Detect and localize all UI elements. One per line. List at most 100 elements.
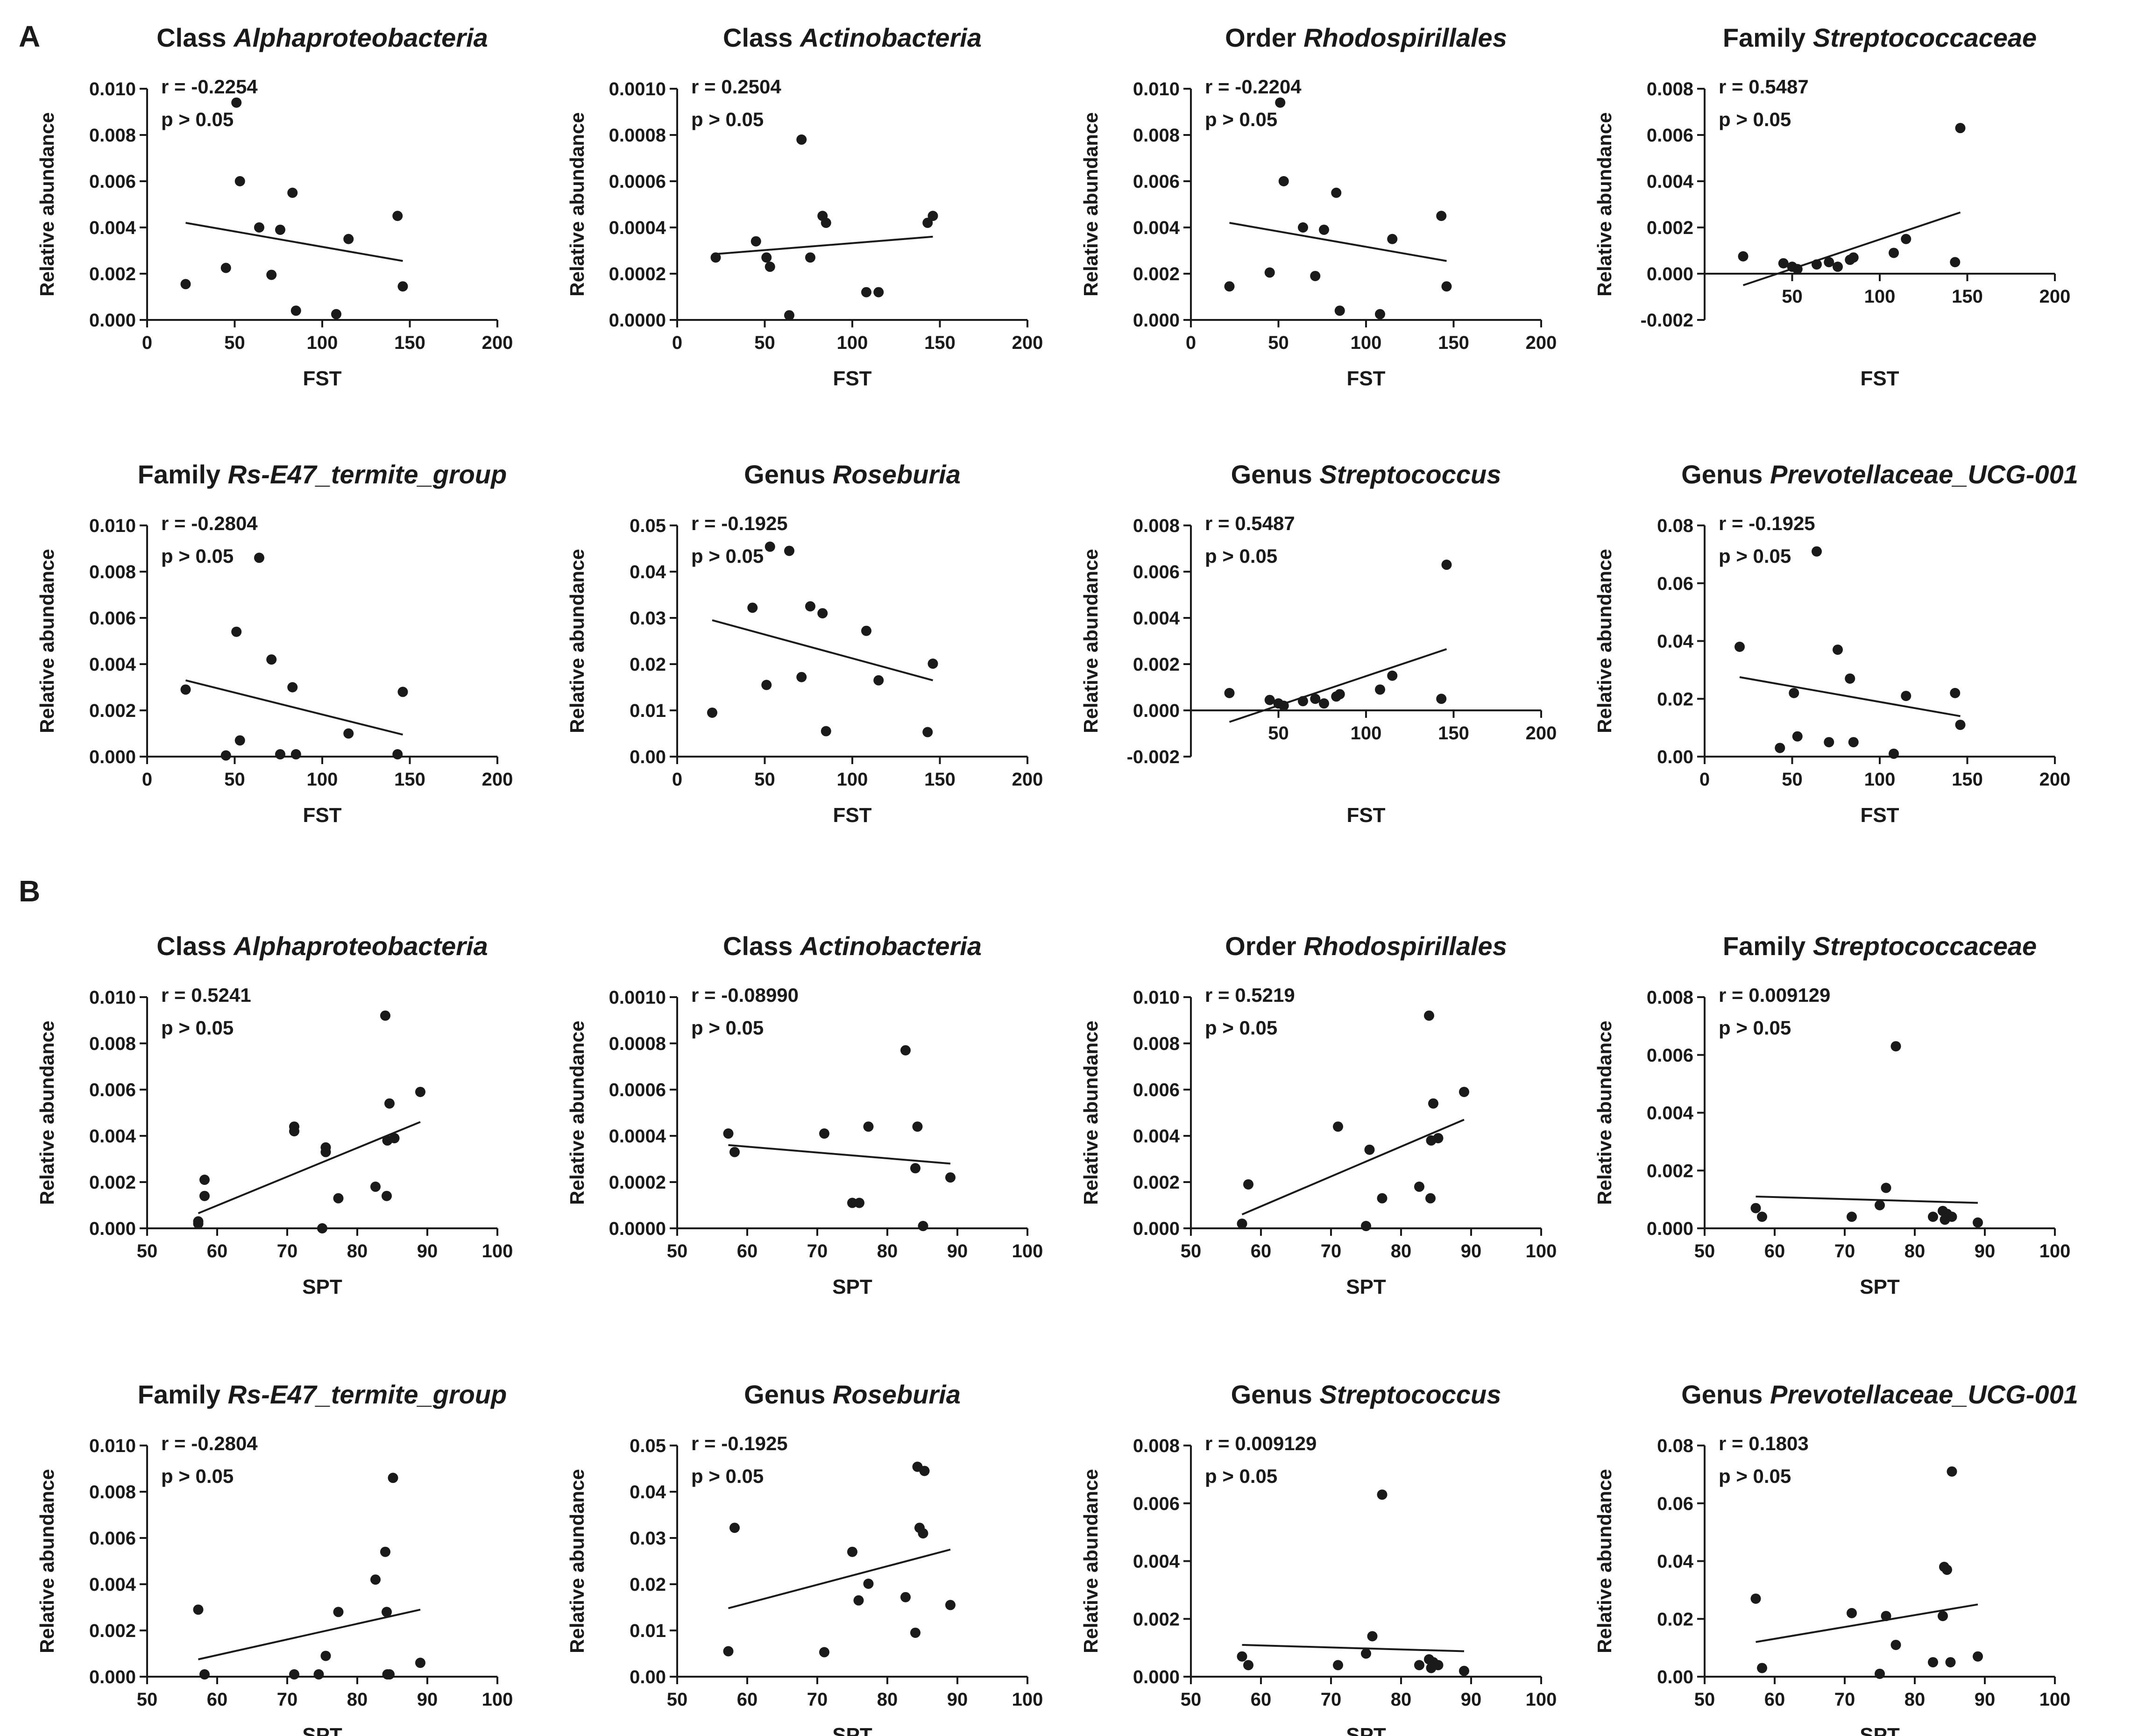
data-point: [1331, 187, 1342, 198]
data-point: [1947, 1466, 1957, 1477]
x-tick-label: 200: [1012, 333, 1043, 353]
y-tick-label: 0.08: [1657, 516, 1693, 536]
y-axis-label: Relative abundance: [36, 1469, 58, 1653]
y-tick-label: 0.006: [1133, 1494, 1180, 1514]
data-point: [918, 1528, 928, 1539]
scatter-chart-b-1-4: Family Streptococcaceae 0.000 0.002 0.004 0.…: [1593, 931, 2070, 1298]
chart-title: Genus Roseburia: [744, 460, 961, 489]
data-point: [254, 553, 264, 563]
data-point: [1278, 701, 1289, 711]
y-axis-label: Relative abundance: [1593, 549, 1615, 733]
annotation-p: p > 0.05: [161, 1465, 234, 1487]
y-tick-label: 0.002: [1133, 1172, 1180, 1193]
data-point: [873, 287, 884, 298]
data-point: [873, 675, 884, 686]
x-tick-label: 70: [807, 1241, 828, 1261]
scatter-chart-b-1-1: Class Alphaproteobacteria 0.000 0.002 0.004…: [36, 931, 513, 1298]
data-point: [1945, 1657, 1956, 1668]
y-axis-label: Relative abundance: [1080, 549, 1102, 733]
y-tick-label: 0.004: [1647, 171, 1694, 192]
data-point: [370, 1181, 381, 1192]
scatter-chart-b-2-1: Family Rs-E47_termite_group 0.000 0.002 0.0…: [36, 1380, 513, 1736]
data-point: [805, 252, 815, 263]
x-tick-label: 60: [1251, 1241, 1272, 1261]
data-point: [234, 176, 245, 186]
y-tick-label: 0.02: [1657, 689, 1693, 709]
chart-title: Genus Streptococcus: [1231, 460, 1501, 489]
data-point: [199, 1669, 210, 1680]
y-tick-label: 0.008: [1133, 125, 1180, 146]
x-tick-label: 50: [667, 1689, 688, 1710]
data-point: [320, 1651, 331, 1661]
data-point: [1973, 1217, 1983, 1228]
x-tick-label: 100: [307, 769, 338, 790]
data-point: [275, 749, 285, 760]
chart-title-rank: Order: [1225, 931, 1303, 961]
data-point: [392, 211, 403, 221]
scatter-chart-b-2-2: Genus Roseburia 0.00 0.01 0.02 0.03 0.04 0.05 5…: [566, 1380, 1043, 1736]
x-tick-label: 70: [277, 1241, 298, 1261]
x-tick-label: 200: [1012, 769, 1043, 790]
y-tick-label: 0.006: [1133, 562, 1180, 582]
y-tick-label: 0.008: [1647, 987, 1693, 1008]
chart-title-rank: Family: [138, 1380, 228, 1409]
data-point: [1792, 731, 1803, 742]
x-tick-label: 100: [307, 333, 338, 353]
data-point: [817, 608, 828, 619]
data-point: [1377, 1489, 1388, 1500]
y-tick-label: 0.008: [1133, 1034, 1180, 1054]
y-tick-label: 0.010: [1133, 79, 1180, 99]
annotation-r: r = -0.1925: [691, 512, 788, 534]
x-tick-label: 100: [1012, 1689, 1043, 1710]
regression-line: [185, 222, 403, 262]
data-point: [1845, 673, 1855, 684]
chart-title-rank: Genus: [744, 460, 833, 489]
x-tick-label: 200: [1526, 723, 1557, 744]
y-tick-label: 0.08: [1657, 1436, 1693, 1456]
data-point: [729, 1147, 740, 1157]
annotation-p: p > 0.05: [691, 108, 764, 130]
x-tick-label: 100: [1864, 286, 1896, 307]
x-tick-label: 0: [142, 333, 152, 353]
data-point: [1889, 248, 1899, 258]
regression-line: [1229, 222, 1447, 262]
data-point: [1425, 1193, 1436, 1204]
data-point: [1387, 234, 1398, 244]
x-tick-label: 150: [924, 333, 956, 353]
data-point: [1738, 251, 1749, 262]
y-tick-label: 0.002: [1647, 218, 1693, 238]
y-axis-label: Relative abundance: [566, 1469, 588, 1653]
data-point: [1375, 309, 1385, 319]
x-tick-label: 200: [2039, 286, 2071, 307]
data-point: [234, 735, 245, 746]
y-tick-label: 0.05: [630, 516, 666, 536]
data-point: [912, 1121, 923, 1132]
data-point: [1750, 1203, 1761, 1213]
x-tick-label: 150: [1952, 286, 1983, 307]
x-tick-label: 100: [482, 1241, 513, 1261]
chart-title-taxon: Rhodospirillales: [1303, 23, 1507, 52]
x-axis-label: FST: [303, 367, 341, 390]
y-tick-label: 0.002: [1647, 1161, 1693, 1181]
y-tick-label: 0.002: [1133, 654, 1180, 675]
charts-layer: Class Alphaproteobacteria0.0000.0020.004…: [36, 23, 2078, 1736]
chart-title-rank: Family: [1723, 931, 1813, 961]
regression-line: [728, 1548, 951, 1609]
y-tick-label: 0.02: [630, 654, 666, 675]
y-tick-label: 0.008: [1133, 1436, 1180, 1456]
x-axis-label: FST: [1860, 804, 1899, 827]
x-axis-label: FST: [833, 804, 871, 827]
data-point: [415, 1658, 425, 1668]
x-axis-label: SPT: [1346, 1724, 1386, 1736]
data-point: [1928, 1212, 1938, 1222]
chart-title-taxon: Roseburia: [833, 1380, 961, 1409]
x-tick-label: 50: [1181, 1689, 1202, 1710]
data-point: [1973, 1651, 1983, 1662]
x-tick-label: 50: [754, 333, 775, 353]
scatter-chart-a-1-2: Class Actinobacteria 0.0000 0.0002 0.0004 0.…: [566, 23, 1043, 390]
y-tick-label: 0.0010: [609, 987, 666, 1008]
x-tick-label: 60: [207, 1689, 228, 1710]
scatter-chart-b-2-3: Genus Streptococcus 0.000 0.002 0.004 0.006 0…: [1080, 1380, 1557, 1736]
annotation-r: r = -0.08990: [691, 984, 799, 1006]
annotation-p: p > 0.05: [1719, 1017, 1791, 1039]
